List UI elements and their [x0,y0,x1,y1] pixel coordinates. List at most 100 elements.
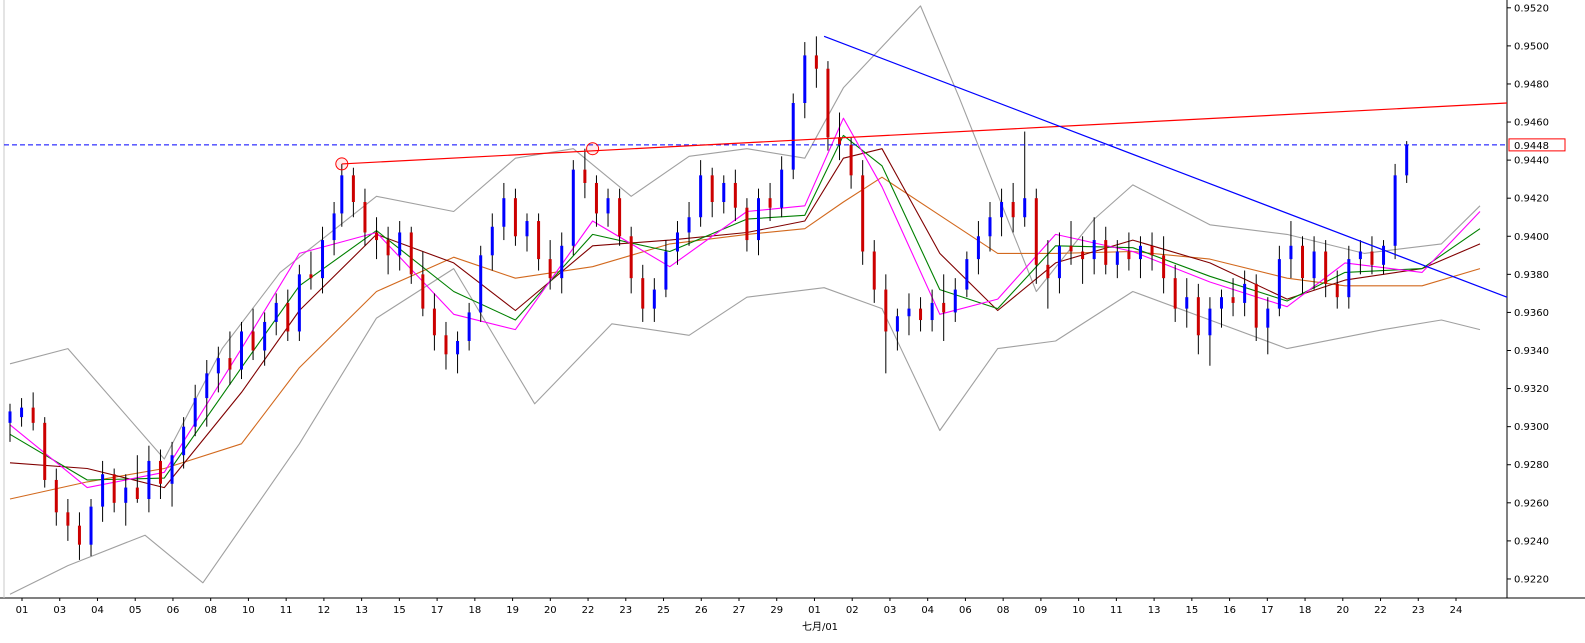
candle-body [571,169,575,246]
candle-body [1254,283,1258,328]
x-tick-label: 13 [355,605,368,616]
candle-body [919,308,923,321]
x-tick-label: 16 [1223,605,1236,616]
x-tick-label: 29 [770,605,783,616]
candle-up [479,245,483,322]
candle-body [1185,297,1189,309]
candle-up [1393,163,1397,260]
y-tick-label: 0.9400 [1514,232,1549,243]
candle-body [386,240,390,256]
candle-down [583,148,587,199]
candle-down [861,160,865,265]
candle-body [1312,251,1316,279]
candle-body [965,259,969,290]
candle-body [286,302,290,332]
candle-down [618,188,622,246]
candle-body [629,236,633,279]
candle-up [757,188,760,256]
y-tick-label: 0.9460 [1514,118,1549,129]
candle-down [286,289,290,341]
candle-body [309,274,313,279]
candle-up [722,175,726,214]
candle-body [490,226,494,256]
candle-body [89,506,93,545]
candle-body [20,407,24,418]
candle-body [351,175,355,202]
candle-down [919,297,923,332]
candle-up [398,221,402,271]
candle-up [1208,297,1212,366]
candle-up [895,308,899,351]
candle-body [1370,251,1374,265]
candle-body [1301,245,1305,279]
x-tick-label: 15 [1185,605,1198,616]
candle-body [1347,259,1351,298]
candle-up [791,93,795,180]
x-tick-label: 05 [129,605,142,616]
candle-down [710,167,714,218]
month-label: 七月/01 [802,621,838,633]
candle-down [1254,274,1258,341]
y-tick-label: 0.9360 [1514,308,1549,319]
candle-up [780,156,784,218]
candle-up [803,42,807,119]
candle-body [1092,240,1096,260]
candle-up [297,264,301,341]
candle-body [375,232,379,241]
candle-up [1405,141,1409,183]
x-tick-label: 22 [1374,605,1387,616]
candle-down [375,217,379,260]
candle-up [467,302,471,351]
candle-down [1069,221,1073,265]
candle-up [456,331,460,374]
candle-body [1208,308,1212,336]
candle-down [733,169,737,222]
candle-body [803,55,807,103]
candle-down [251,308,255,361]
candle-body [745,207,749,241]
candle-body [525,221,529,237]
ma-fast-line [9,117,1481,489]
y-tick-label: 0.9300 [1514,422,1549,433]
current-price-label: 0.9448 [1514,141,1549,152]
candle-up [1023,131,1027,227]
x-tick-label: 01 [16,605,29,616]
candle-body [930,302,934,321]
candle-down [745,198,749,252]
candle-body [1127,251,1131,260]
candle-down [1301,236,1305,294]
candle-body [1046,264,1050,279]
candle-body [513,198,517,237]
candle-down [629,226,633,294]
x-tick-label: 13 [1148,605,1161,616]
y-tick-label: 0.9520 [1514,3,1549,14]
candle-up [205,360,209,427]
candle-down [386,226,390,275]
candle-body [101,474,105,507]
candle-up [1382,240,1386,275]
candle-body [606,198,610,214]
candle-body [884,289,888,332]
candle-up [340,163,344,227]
y-tick-label: 0.9220 [1514,574,1549,585]
candle-body [768,198,772,208]
candle-down [66,499,70,541]
x-tick-label: 10 [1072,605,1085,616]
candle-up [20,398,24,427]
y-tick-label: 0.9420 [1514,194,1549,205]
candle-up [1138,236,1142,279]
candle-down [849,137,853,189]
candle-body [66,512,70,526]
candle-body [479,255,483,313]
candle-body [274,302,278,322]
candle-body [31,407,35,423]
candle-up [664,240,668,298]
candle-body [1405,144,1409,176]
candle-body [444,335,448,355]
candle-body [1150,245,1154,256]
candle-body [340,175,344,214]
candle-body [1324,251,1328,284]
candle-up [193,384,197,437]
